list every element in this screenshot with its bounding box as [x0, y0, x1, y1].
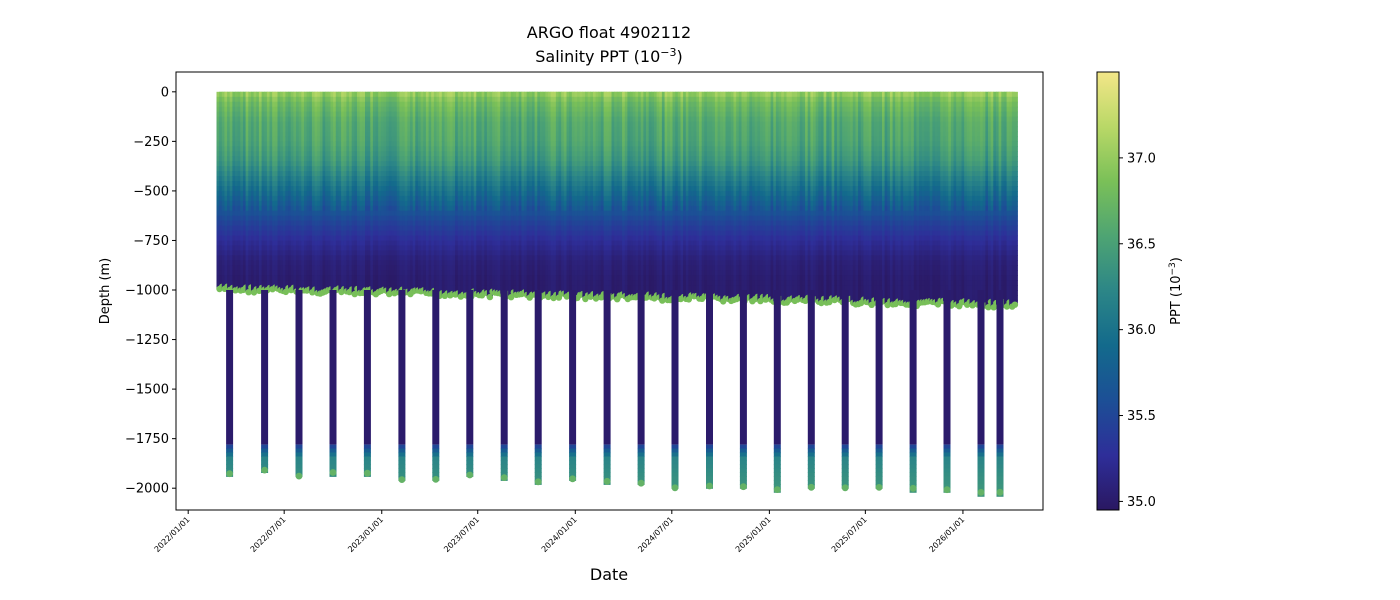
- chart-subtitle: Salinity PPT (10−3): [535, 46, 683, 66]
- chart-title: ARGO float 4902112: [527, 23, 691, 42]
- scatter-points: [216, 91, 1019, 497]
- data-point: [245, 289, 252, 296]
